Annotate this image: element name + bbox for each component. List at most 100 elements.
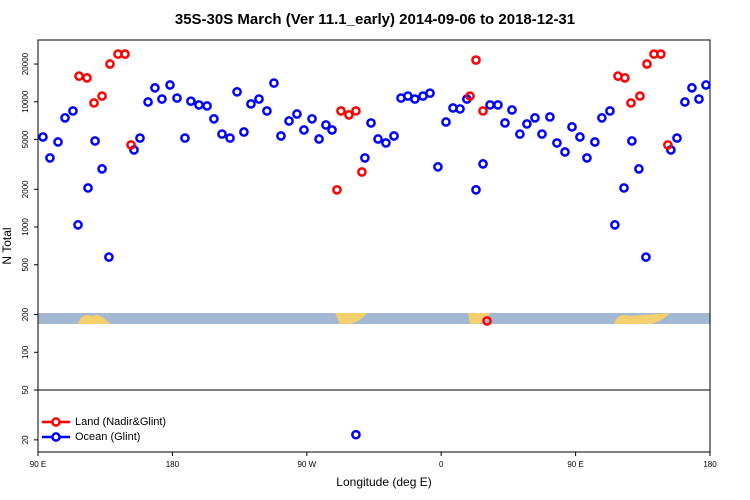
legend-label: Ocean (Glint) [75, 431, 140, 443]
point [635, 91, 645, 101]
point [410, 94, 420, 104]
point [351, 429, 361, 440]
y-tick-label: 500 [21, 258, 30, 272]
point [292, 109, 302, 119]
y-tick-label: 1000 [21, 218, 30, 236]
point [626, 98, 636, 108]
point [663, 140, 673, 150]
x-tick-label: 0 [439, 460, 444, 469]
point [321, 120, 331, 130]
point [83, 183, 93, 193]
point [332, 184, 342, 195]
point [537, 129, 547, 139]
point [507, 105, 517, 115]
point [45, 153, 55, 163]
point [126, 140, 136, 150]
point [575, 132, 585, 142]
y-tick-label: 10000 [21, 90, 30, 113]
point [180, 133, 190, 143]
point [104, 252, 114, 262]
point [567, 122, 577, 132]
point [493, 100, 503, 110]
point [522, 119, 532, 129]
point [545, 112, 555, 122]
point [90, 136, 100, 146]
point [441, 117, 451, 127]
point [314, 134, 324, 144]
point [74, 71, 84, 82]
x-tick-label: 90 E [567, 460, 583, 469]
point [165, 80, 175, 90]
point [357, 167, 367, 177]
point [656, 49, 666, 59]
point [186, 96, 196, 107]
point [620, 73, 630, 83]
legend: Land (Nadir&Glint) Ocean (Glint) [42, 416, 166, 443]
x-tick-label: 90 W [297, 460, 316, 469]
point [500, 118, 510, 128]
point [465, 91, 475, 101]
point [217, 129, 227, 139]
point [68, 106, 78, 116]
point [202, 101, 212, 111]
point [560, 147, 570, 157]
point [38, 132, 48, 142]
point [694, 94, 704, 104]
point [60, 113, 70, 123]
y-tick-label: 200 [21, 307, 30, 321]
point [641, 252, 651, 262]
point [642, 59, 652, 69]
point [471, 55, 481, 65]
legend-marker [51, 432, 61, 442]
point [515, 129, 525, 139]
point [232, 86, 242, 97]
legend-label: Land (Nadir&Glint) [75, 416, 166, 428]
point [680, 97, 690, 107]
point [336, 106, 346, 116]
y-tick-label: 5000 [21, 130, 30, 148]
point [89, 98, 99, 108]
point [552, 138, 562, 148]
point [482, 316, 492, 326]
point [366, 118, 376, 128]
point [194, 100, 204, 110]
point [627, 136, 637, 146]
point [485, 100, 495, 110]
point [225, 133, 235, 143]
point [455, 104, 465, 114]
point [284, 116, 294, 126]
point [687, 83, 697, 93]
point [610, 220, 620, 230]
plot-frame [37, 39, 711, 453]
point [478, 159, 488, 169]
y-tick-label: 2000 [21, 180, 30, 198]
series [38, 78, 711, 440]
point [425, 88, 435, 99]
y-tick-label: 50 [21, 385, 30, 394]
x-axis-label: Longitude (deg E) [336, 475, 431, 489]
point [672, 133, 682, 143]
legend-marker [51, 417, 61, 427]
point [373, 134, 383, 144]
point [597, 113, 607, 123]
x-tick-label: 180 [166, 460, 180, 469]
point [307, 114, 317, 124]
point [97, 91, 107, 101]
x-tick-label: 180 [703, 460, 717, 469]
point [276, 131, 286, 141]
point [471, 184, 481, 195]
point [605, 106, 615, 116]
point [381, 138, 391, 148]
point [143, 97, 153, 107]
point [246, 99, 256, 109]
point [254, 94, 264, 104]
y-tick-label: 20000 [21, 52, 30, 75]
point [172, 93, 182, 103]
y-axis-label: N Total [0, 227, 14, 264]
point [269, 78, 279, 88]
point [582, 153, 592, 163]
point [299, 125, 309, 135]
point [97, 164, 107, 174]
point [327, 125, 337, 135]
